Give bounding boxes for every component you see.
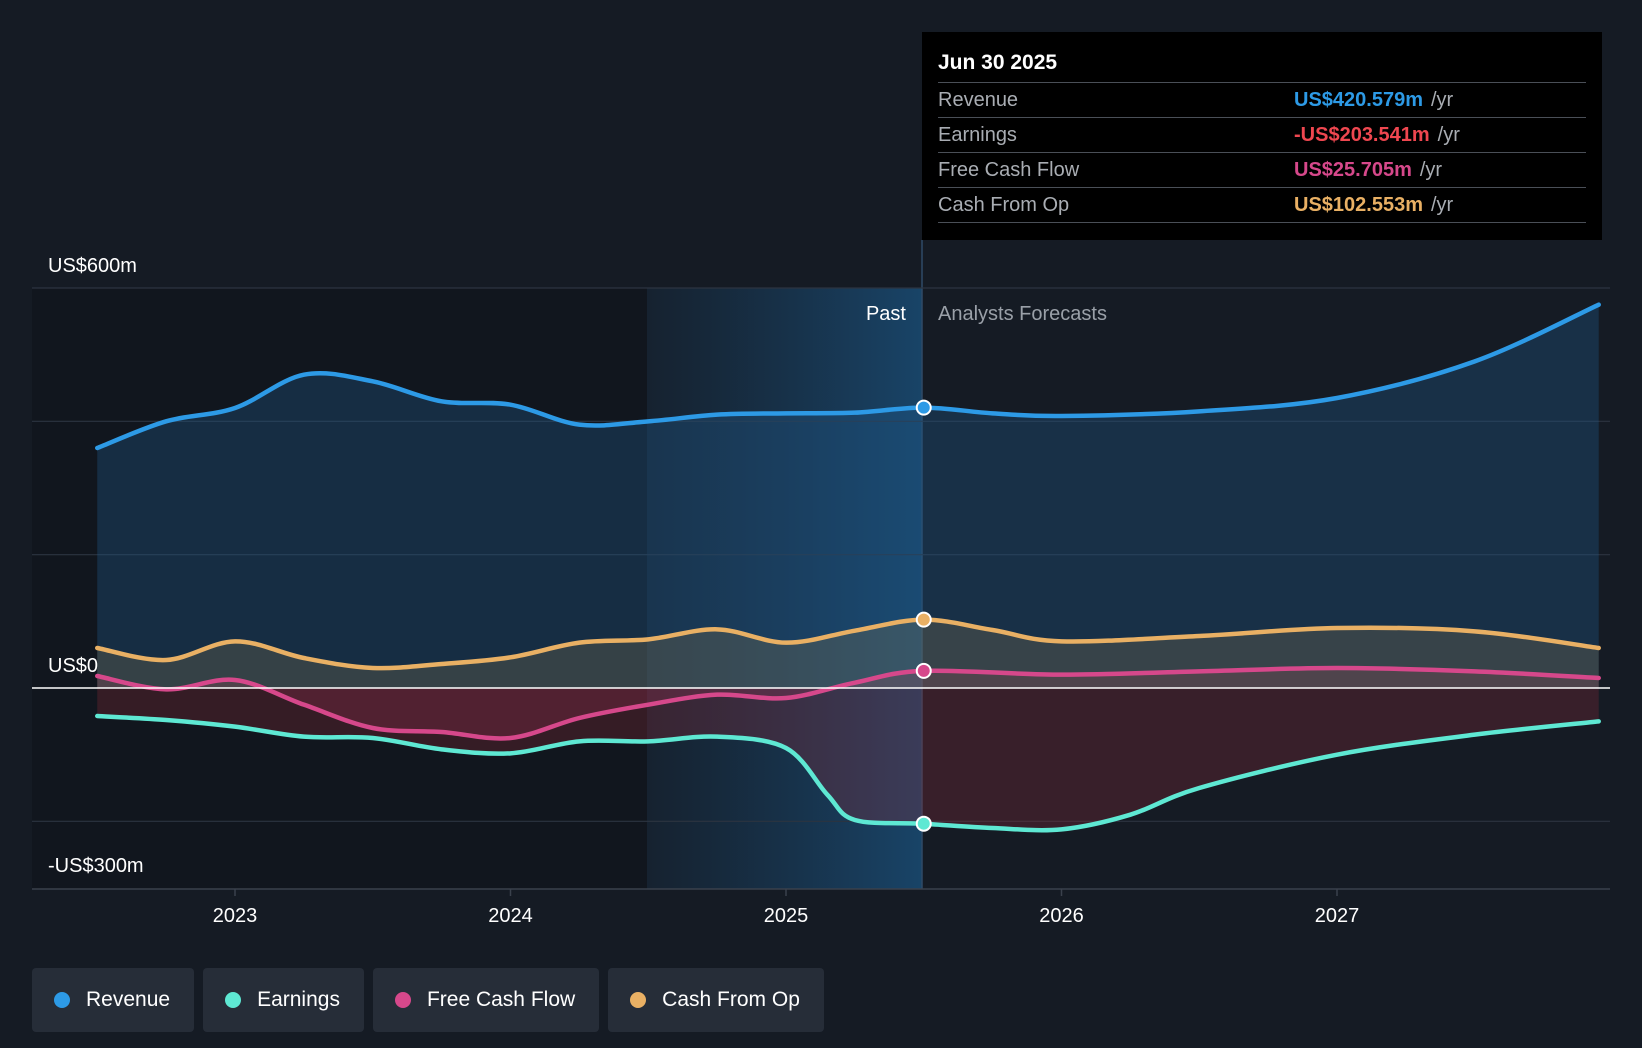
- point-cash-from-op: [915, 611, 932, 628]
- tooltip-date: Jun 30 2025: [938, 48, 1586, 83]
- tooltip-row-unit: /yr: [1430, 89, 1454, 111]
- past-highlight: [647, 288, 922, 889]
- tooltip-row-value: US$420.579m: [1294, 89, 1423, 111]
- legend-dot-icon: [225, 992, 242, 1008]
- y-label-bottom: -US$300m: [48, 855, 144, 877]
- x-tick-label: 2023: [213, 905, 258, 927]
- area-free-cash-flow: [97, 668, 1599, 739]
- legend-item-free-cash-flow[interactable]: Free Cash Flow: [372, 968, 600, 1032]
- point-earnings: [915, 815, 932, 832]
- tooltip-row-unit: /yr: [1437, 124, 1460, 146]
- legend-label: Cash From Op: [662, 988, 800, 1011]
- x-tick-label: 2024: [488, 905, 533, 927]
- point-free-cash-flow: [915, 662, 932, 679]
- line-free-cash-flow: [95, 665, 1601, 741]
- forecast-label: Analysts Forecasts: [938, 303, 1107, 325]
- legend-label: Earnings: [257, 988, 340, 1011]
- legend-label: Revenue: [86, 988, 171, 1011]
- point-revenue: [915, 399, 932, 416]
- line-revenue: [95, 302, 1601, 451]
- y-label-top: US$600m: [48, 255, 137, 277]
- legend-label: Free Cash Flow: [426, 988, 576, 1011]
- tooltip-row-free-cash-flow: Free Cash Flow US$25.705m /yr: [938, 153, 1586, 188]
- tooltip-row-value: US$25.705m: [1294, 159, 1412, 181]
- tooltip: Jun 30 2025 Revenue US$420.579m /yr Earn…: [922, 32, 1602, 240]
- tooltip-row-name: Revenue: [938, 89, 1019, 111]
- tooltip-row-cash-from-op: Cash From Op US$102.553m /yr: [938, 188, 1586, 223]
- line-earnings: [95, 713, 1601, 833]
- tooltip-row-revenue: Revenue US$420.579m /yr: [938, 83, 1586, 118]
- legend-item-revenue[interactable]: Revenue: [32, 968, 195, 1032]
- legend-item-earnings[interactable]: Earnings: [203, 968, 364, 1032]
- x-tick-label: 2026: [1039, 905, 1084, 927]
- legend-dot-icon: [394, 992, 411, 1008]
- tooltip-row-value: -US$203.541m: [1294, 124, 1430, 146]
- area-revenue: [97, 304, 1599, 688]
- x-tick-label: 2027: [1315, 905, 1360, 927]
- tooltip-row-name: Cash From Op: [938, 194, 1070, 216]
- tooltip-row-unit: /yr: [1419, 159, 1443, 181]
- legend: Revenue Earnings Free Cash Flow Cash Fro…: [32, 968, 824, 1032]
- tooltip-row-name: Earnings: [938, 124, 1017, 146]
- tooltip-row-name: Free Cash Flow: [938, 159, 1080, 181]
- x-tick-label: 2025: [764, 905, 809, 927]
- past-label: Past: [866, 303, 906, 325]
- legend-dot-icon: [54, 992, 70, 1008]
- y-label-zero: US$0: [48, 655, 98, 677]
- legend-item-cash-from-op[interactable]: Cash From Op: [608, 968, 824, 1032]
- tooltip-row-earnings: Earnings -US$203.541m /yr: [938, 118, 1586, 153]
- tooltip-row-unit: /yr: [1430, 194, 1454, 216]
- line-cash-from-op: [95, 617, 1601, 671]
- tooltip-row-value: US$102.553m: [1294, 194, 1423, 216]
- legend-dot-icon: [630, 992, 647, 1008]
- area-earnings: [97, 688, 1599, 831]
- past-background: [32, 288, 647, 889]
